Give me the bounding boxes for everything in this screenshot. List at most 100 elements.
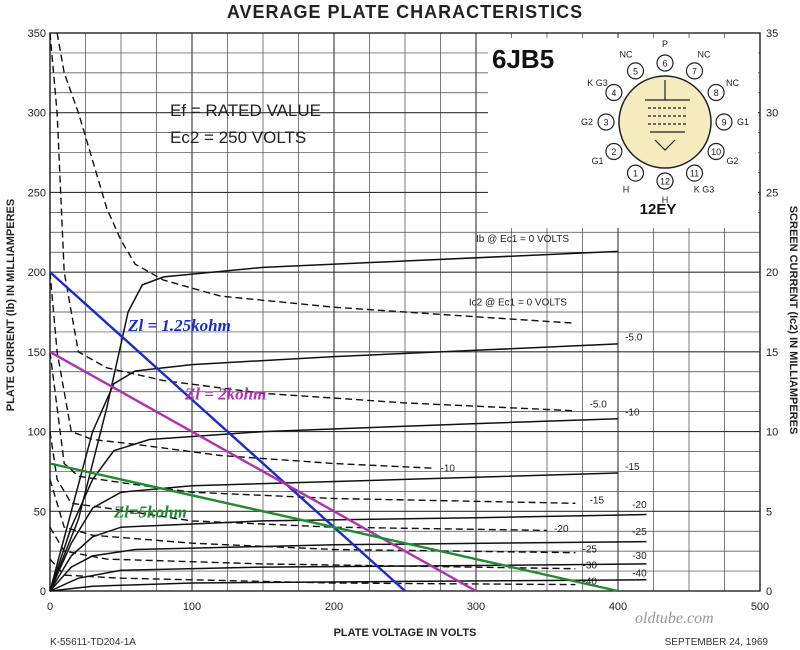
plate-current-curve: [49, 250, 619, 592]
screen-current-curve: [49, 351, 576, 504]
pin-name: NC: [726, 78, 739, 88]
y-tick-label: 250: [28, 187, 46, 199]
x-tick-label: 300: [467, 601, 485, 613]
x-tick-label: 200: [325, 601, 343, 613]
pin-name: NC: [698, 50, 711, 60]
load-line-label: Zl = 1.25kohm: [127, 316, 231, 335]
x-tick-label: 500: [751, 601, 769, 613]
y-tick-label: 350: [28, 28, 46, 40]
pin-number: 9: [721, 118, 726, 128]
pin-number: 10: [711, 147, 721, 157]
x-tick-label: 100: [183, 601, 201, 613]
y2-axis-title: SCREEN CURRENT (Ic2) IN MILLIAMPERES: [787, 206, 799, 435]
screen-curve-label: -40: [583, 577, 598, 588]
pin-circle: [685, 164, 704, 182]
pin-number: 7: [692, 66, 697, 76]
load-line: [49, 462, 619, 593]
ec2-annotation: Ec2 = 250 VOLTS: [170, 128, 306, 147]
y-axis-ticks: 0 50 100 150 200 250 300 350: [28, 28, 46, 598]
screen-current-curve: [49, 431, 548, 532]
chart-title: AVERAGE PLATE CHARACTERISTICS: [227, 2, 583, 22]
pin-circle: [626, 62, 645, 80]
y2-tick-label: 0: [766, 586, 772, 598]
pin-name: K G3: [587, 78, 608, 88]
x-axis-title: PLATE VOLTAGE IN VOLTS: [334, 627, 477, 639]
pin-name: P: [662, 39, 668, 49]
y-tick-label: 50: [34, 506, 46, 518]
plate-curve-label: -25: [632, 527, 647, 538]
plate-curve-label: -20: [632, 500, 647, 511]
pin-number: 6: [662, 59, 667, 69]
load-line-label: Zl = 2kohm: [184, 385, 266, 404]
plate-curve-label: -30: [632, 551, 647, 562]
screen-curve-label: -5.0: [590, 400, 608, 411]
footer-date: SEPTEMBER 24, 1969: [665, 637, 769, 648]
y-tick-label: 0: [40, 586, 46, 598]
pin-name: H: [662, 195, 669, 205]
pin-circle: [597, 113, 615, 131]
pin-circle: [626, 164, 645, 182]
tube-electrodes-icon: [645, 80, 690, 151]
pin-circle: [707, 83, 725, 102]
pin-name: NC: [620, 50, 633, 60]
plate-current-curve: [49, 513, 647, 592]
screen-curve-label: -30: [583, 561, 598, 572]
pin-number: 5: [633, 66, 638, 76]
y-tick-label: 100: [28, 427, 46, 439]
watermark: oldtube.com: [635, 610, 714, 627]
plate-current-curve: [49, 418, 619, 592]
ef-annotation: Ef = RATED VALUE: [170, 101, 321, 120]
screen-current-curves: Ic2 @ Ec1 = 0 VOLTS -5.0 -10 -15 -20 -25 -30 -4…: [49, 32, 608, 588]
pin-number: 2: [611, 147, 616, 157]
screen-curve-label: -15: [590, 495, 605, 506]
plate-current-curve: [49, 579, 647, 592]
tube-type-label: 6JB5: [492, 44, 554, 74]
pin-number: 3: [603, 118, 608, 128]
load-lines: Zl = 1.25kohm Zl = 2kohm Zl=5kohm: [49, 271, 619, 593]
pin-name: G1: [737, 117, 749, 127]
y-tick-label: 300: [28, 108, 46, 120]
pin-name: K G3: [694, 185, 715, 195]
plate-curve-label: -10: [625, 408, 640, 419]
pin-name: G1: [591, 156, 603, 166]
y2-tick-label: 35: [766, 28, 778, 40]
pin-circle: [605, 83, 623, 102]
screen-current-curve: [49, 272, 434, 469]
pin-circle: [656, 172, 674, 190]
plate-curve-label: -5.0: [625, 333, 643, 344]
pin-circle: [605, 142, 623, 161]
pin-name: G2: [581, 117, 593, 127]
screen-curve-label: -10: [441, 463, 456, 474]
y2-tick-label: 25: [766, 187, 778, 199]
x-tick-label: 400: [609, 601, 627, 613]
pin-number: 1: [633, 169, 638, 179]
plate-current-curve: [49, 472, 619, 592]
y2-tick-label: 5: [766, 506, 772, 518]
pin-number: 8: [714, 88, 719, 98]
pin-number: 12: [660, 177, 670, 187]
load-line-label: Zl=5kohm: [113, 503, 187, 522]
screen-curve-label: -25: [583, 545, 598, 556]
screen-curve-label: Ic2 @ Ec1 = 0 VOLTS: [469, 298, 567, 309]
plate-current-curve: [49, 540, 647, 592]
screen-current-curve: [56, 32, 576, 324]
screen-current-curve: [49, 32, 576, 412]
y2-tick-label: 30: [766, 108, 778, 120]
pin-circle: [656, 54, 674, 72]
footer-code: K-55611-TD204-1A: [50, 637, 136, 648]
y2-axis-ticks: 0 5 10 15 20 25 30 35: [766, 28, 778, 598]
load-line: [49, 271, 406, 592]
pin-circle: [685, 62, 704, 80]
pin-name: H: [623, 185, 630, 195]
plate-current-curves: Ib @ Ec1 = 0 VOLTS -5.0 -10 -15 -20 -25 -30 -40: [49, 234, 647, 592]
plate-current-curve: [49, 343, 619, 592]
y2-tick-label: 15: [766, 347, 778, 359]
plate-curve-label: -40: [632, 569, 647, 580]
y-axis-title: PLATE CURRENT (Ib) IN MILLIAMPERES: [5, 199, 17, 411]
pin-number: 4: [611, 88, 616, 98]
plate-curve-label: Ib @ Ec1 = 0 VOLTS: [476, 234, 569, 245]
pin-name: G2: [726, 156, 738, 166]
